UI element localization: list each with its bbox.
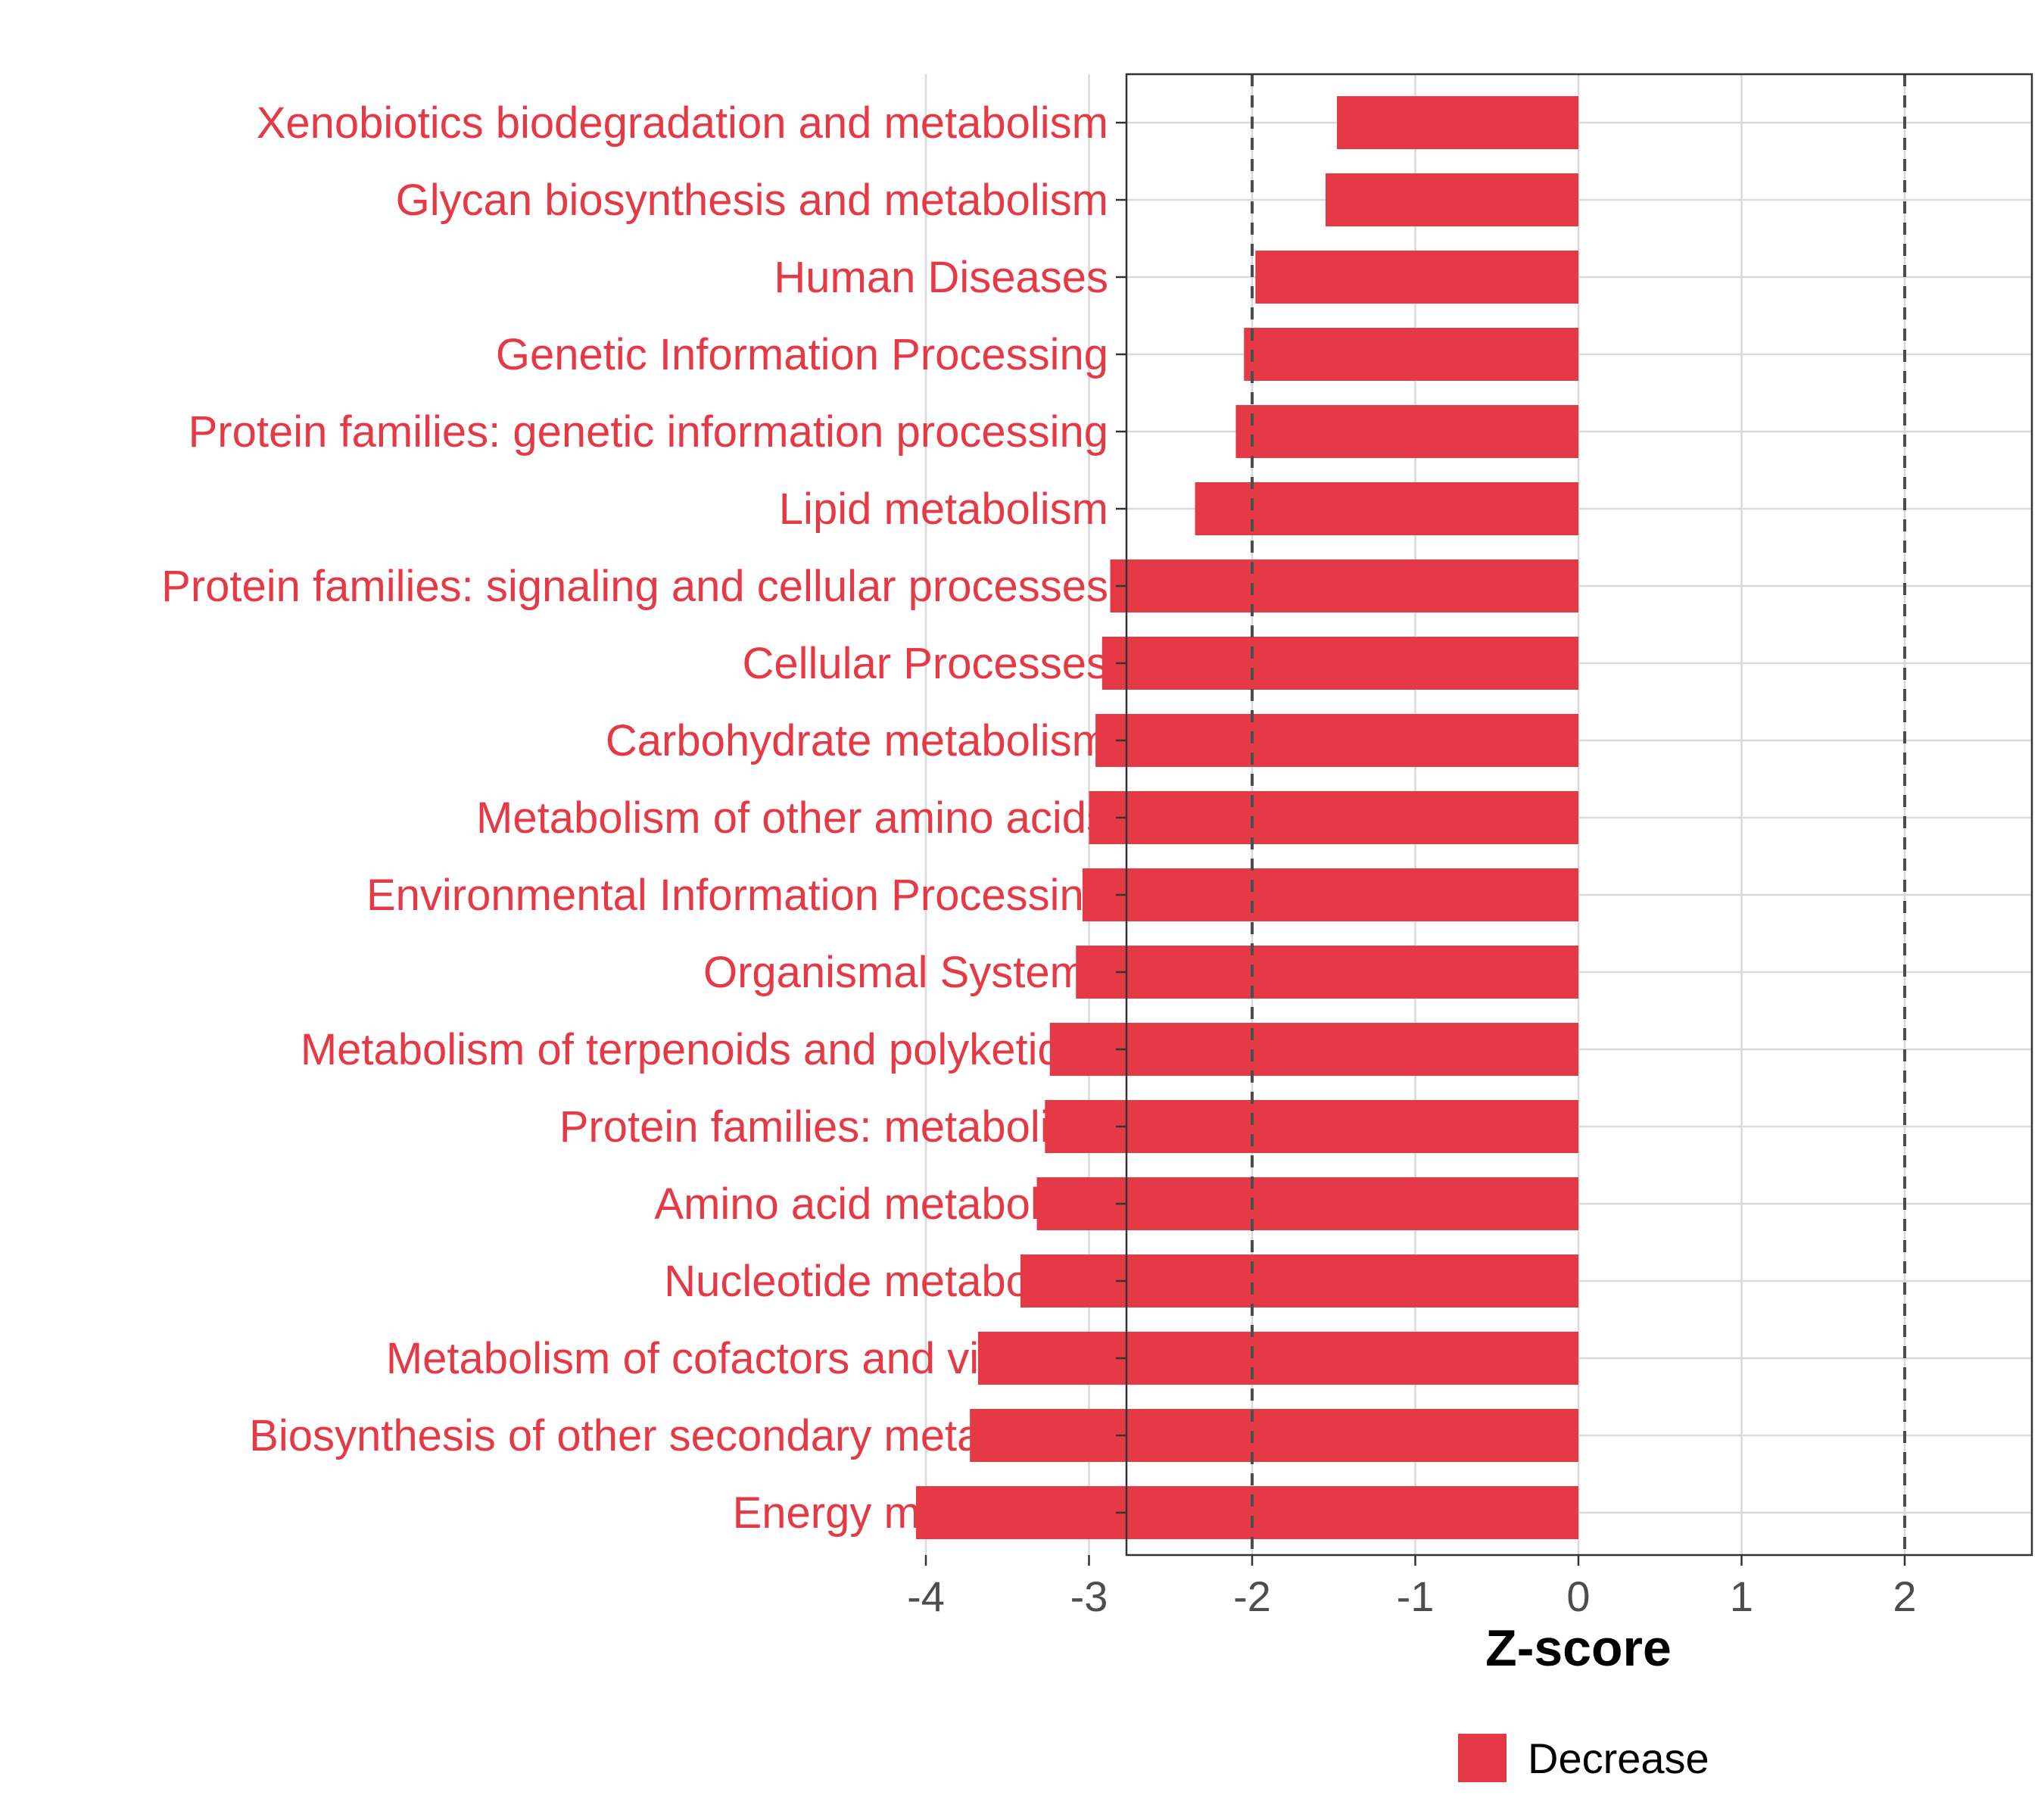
category-label: Protein families: genetic information pr…: [189, 407, 1108, 457]
bar-12: [1049, 1023, 1578, 1076]
x-tick-label: -4: [907, 1572, 945, 1620]
x-axis-title: Z-score: [1485, 1619, 1672, 1677]
category-label: Environmental Information Processing: [366, 871, 1108, 920]
category-label: Glycan biosynthesis and metabolism: [396, 176, 1108, 225]
x-tick-label: 1: [1730, 1572, 1753, 1620]
legend-label-decrease: Decrease: [1528, 1734, 1709, 1782]
bar-17: [970, 1409, 1578, 1462]
bar-5: [1195, 482, 1578, 535]
x-axis-ticks: -4-3-2-101234: [907, 1555, 1917, 1620]
category-label: Metabolism of cofactors and vitamins: [386, 1334, 1108, 1383]
x-tick-label: 0: [1566, 1572, 1590, 1620]
y-axis-labels: Xenobiotics biodegradation and metabolis…: [161, 98, 1108, 1538]
legend-swatch-decrease: [1458, 1734, 1507, 1782]
category-label: Biosynthesis of other secondary metaboli…: [249, 1411, 1108, 1460]
bar-4: [1235, 405, 1578, 458]
y-axis-ticks: [1116, 121, 1126, 1514]
bar-16: [977, 1332, 1578, 1385]
bar-7: [1101, 637, 1578, 690]
bar-1: [1325, 173, 1578, 226]
category-label: Genetic Information Processing: [496, 330, 1108, 379]
category-label: Metabolism of terpenoids and polyketides: [301, 1025, 1108, 1074]
bar-10: [1082, 868, 1578, 921]
bars: [916, 96, 1578, 1539]
bar-13: [1045, 1100, 1578, 1153]
category-label: Cellular Processes: [742, 639, 1108, 688]
bar-11: [1076, 946, 1578, 999]
category-label: Metabolism of other amino acids: [476, 793, 1108, 843]
x-tick-label: 2: [1893, 1572, 1916, 1620]
category-label: Human Diseases: [774, 253, 1108, 302]
category-label: Energy metabolism: [733, 1488, 1108, 1538]
legend: Decrease: [1458, 1734, 1709, 1782]
bar-0: [1337, 96, 1578, 149]
category-label: Carbohydrate metabolism: [606, 716, 1108, 765]
bar-18: [916, 1486, 1578, 1539]
category-label: Protein families: signaling and cellular…: [161, 562, 1108, 611]
category-label: Xenobiotics biodegradation and metabolis…: [257, 98, 1108, 148]
bar-9: [1089, 791, 1578, 844]
bar-15: [1020, 1254, 1578, 1307]
bar-6: [1110, 559, 1578, 612]
category-label: Lipid metabolism: [779, 485, 1108, 534]
threshold-lines: [1251, 74, 1906, 1555]
category-label: Protein families: metabolism: [559, 1102, 1108, 1152]
x-tick-label: -1: [1397, 1572, 1435, 1620]
bar-2: [1255, 251, 1578, 304]
bar-3: [1244, 328, 1578, 381]
category-label: Organismal Systems: [703, 948, 1108, 997]
x-tick-label: -2: [1233, 1572, 1271, 1620]
category-label: Nucleotide metabolism: [664, 1257, 1108, 1306]
bar-8: [1095, 714, 1578, 767]
category-label: Amino acid metabolism: [654, 1180, 1108, 1229]
x-tick-label: -3: [1070, 1572, 1108, 1620]
